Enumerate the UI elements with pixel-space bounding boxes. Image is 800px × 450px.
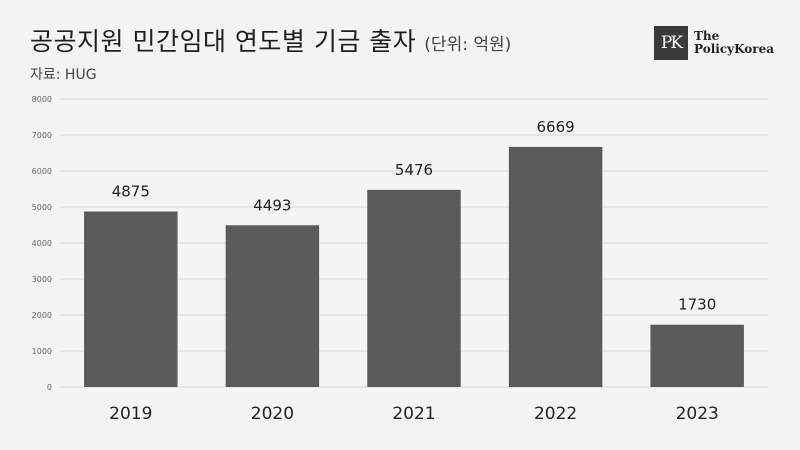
logo-line-2: PolicyKorea bbox=[694, 42, 775, 56]
logo-line-1: The bbox=[694, 29, 720, 43]
bar bbox=[508, 146, 603, 387]
data-label: 1730 bbox=[678, 296, 716, 314]
logo-text: The PolicyKorea bbox=[694, 30, 774, 56]
bar bbox=[650, 324, 744, 387]
y-tick-label: 2000 bbox=[32, 311, 52, 320]
data-label: 4875 bbox=[112, 183, 150, 201]
bar bbox=[367, 189, 461, 387]
x-tick-label: 2019 bbox=[109, 404, 152, 424]
y-tick-label: 8000 bbox=[32, 95, 52, 104]
chart-title: 공공지원 민간임대 연도별 기금 출자 bbox=[30, 27, 417, 56]
y-tick-label: 6000 bbox=[32, 167, 52, 176]
bar bbox=[84, 211, 178, 387]
y-tick-label: 4000 bbox=[32, 239, 52, 248]
bar bbox=[225, 225, 320, 387]
y-tick-label: 5000 bbox=[32, 203, 52, 212]
data-label: 5476 bbox=[395, 161, 433, 179]
source-label: 자료: HUG bbox=[30, 67, 97, 83]
y-tick-label: 7000 bbox=[32, 131, 52, 140]
logo-mark-icon: PK bbox=[654, 26, 688, 60]
x-tick-label: 2023 bbox=[676, 404, 719, 424]
x-tick-label: 2022 bbox=[534, 404, 577, 424]
y-tick-label: 3000 bbox=[32, 275, 52, 284]
unit-label: (단위: 억원) bbox=[424, 35, 512, 55]
data-label: 4493 bbox=[253, 196, 291, 214]
title-row: 공공지원 민간임대 연도별 기금 출자 (단위: 억원) bbox=[30, 22, 511, 58]
y-tick-label: 0 bbox=[47, 383, 52, 392]
y-tick-label: 1000 bbox=[32, 347, 52, 356]
x-tick-label: 2020 bbox=[251, 404, 294, 424]
data-label: 6669 bbox=[537, 118, 575, 136]
x-tick-label: 2021 bbox=[392, 404, 435, 424]
brand-logo: PK The PolicyKorea bbox=[654, 26, 774, 60]
